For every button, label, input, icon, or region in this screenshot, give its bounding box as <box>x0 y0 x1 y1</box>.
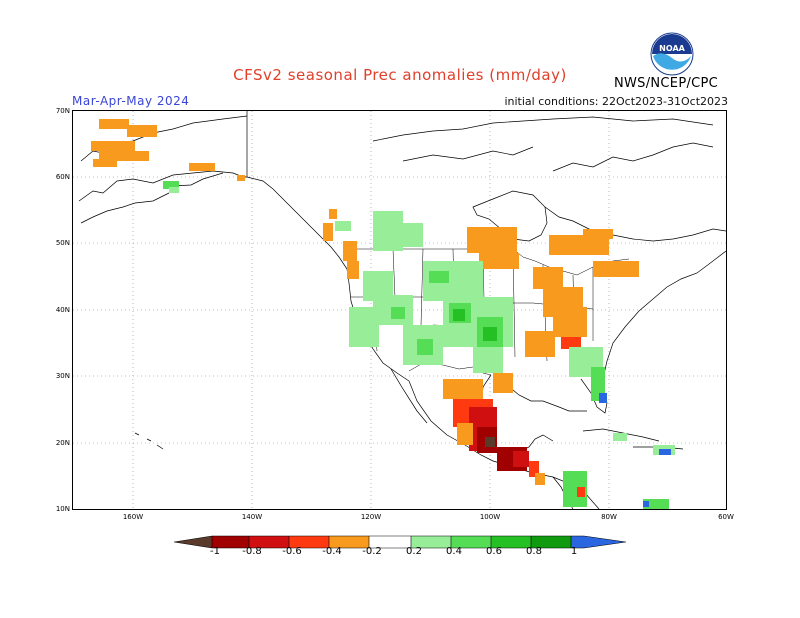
lat-label-40n: 40N <box>55 306 70 314</box>
legend-label: -0.4 <box>322 546 342 557</box>
legend-label: 1 <box>570 546 578 557</box>
lat-label-30n: 30N <box>55 372 70 380</box>
legend-swatch-m06-m04 <box>289 536 329 548</box>
lat-label-20n: 20N <box>55 439 70 447</box>
legend-swatch-near-zero <box>369 536 411 548</box>
initial-conditions-label: initial conditions: 22Oct2023-31Oct2023 <box>504 95 728 108</box>
legend-swatch-p08-p1 <box>531 536 571 548</box>
lat-label-50n: 50N <box>55 239 70 247</box>
map-frame: 70N 60N 50N 40N 30N 20N 10N 160W 140W 12… <box>56 107 734 521</box>
map-title: CFSv2 seasonal Prec anomalies (mm/day) <box>233 66 567 84</box>
legend-label: 0.8 <box>526 546 542 557</box>
lon-label-160w: 160W <box>122 513 144 521</box>
legend-swatch-m1-m08 <box>212 536 249 548</box>
legend-swatch-m04-m02 <box>329 536 369 548</box>
legend-swatch-m08-m06 <box>249 536 289 548</box>
legend-swatch-lt-m1 <box>174 536 212 548</box>
lon-label-140w: 140W <box>241 513 263 521</box>
legend-label: 0.6 <box>486 546 502 557</box>
legend-label: -0.8 <box>242 546 262 557</box>
legend-swatch-p02-p04 <box>411 536 451 548</box>
legend-swatch-gt-p1 <box>571 536 626 548</box>
legend-label: 0.2 <box>406 546 422 557</box>
graticule <box>73 111 726 509</box>
lon-label-100w: 100W <box>479 513 501 521</box>
legend-label: -0.2 <box>362 546 382 557</box>
season-label: Mar-Apr-May 2024 <box>72 94 190 108</box>
anomaly-map <box>73 111 727 510</box>
lat-label-70n: 70N <box>55 107 70 115</box>
lon-label-120w: 120W <box>360 513 382 521</box>
lon-label-80w: 80W <box>601 513 617 521</box>
legend-swatch-p04-p06 <box>451 536 491 548</box>
coastlines <box>78 111 727 510</box>
legend-swatch-p06-p08 <box>491 536 531 548</box>
legend-label: -1 <box>210 546 220 557</box>
legend-colorbar <box>173 535 627 549</box>
lat-label-60n: 60N <box>55 173 70 181</box>
agency-label: NWS/NCEP/CPC <box>614 76 719 91</box>
noaa-logo-text: NOAA <box>659 44 685 53</box>
legend-label: -0.6 <box>282 546 302 557</box>
lat-label-10n: 10N <box>55 505 70 513</box>
legend-label: 0.4 <box>446 546 462 557</box>
noaa-logo: NOAA <box>650 32 694 76</box>
color-legend: -1 -0.8 -0.6 -0.4 -0.2 0.2 0.4 0.6 0.8 1 <box>173 534 627 557</box>
lon-label-60w: 60W <box>718 513 734 521</box>
anomaly-cells <box>91 119 675 509</box>
